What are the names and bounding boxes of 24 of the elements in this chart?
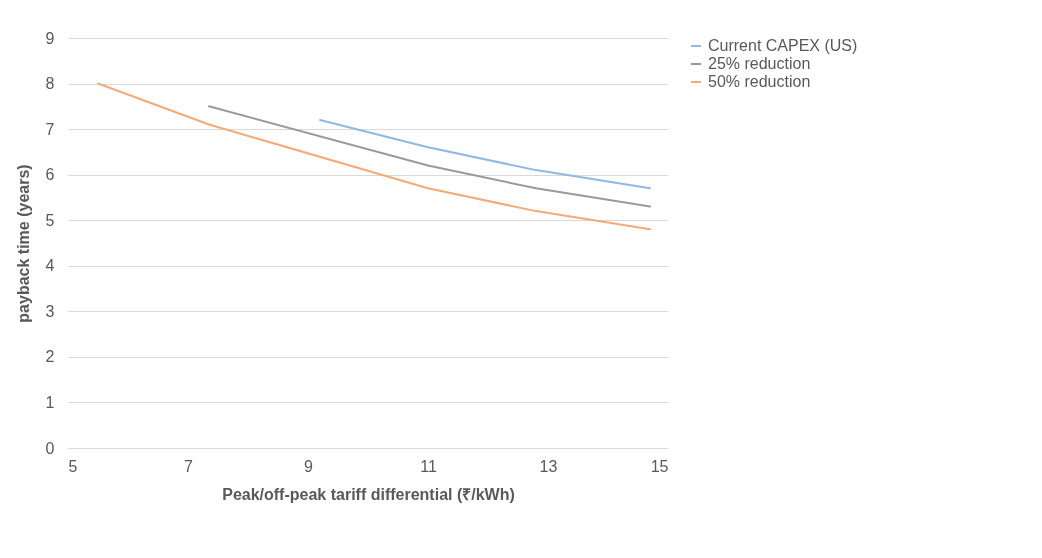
y-tick-label: 9: [45, 29, 55, 47]
legend-label: Current CAPEX (US): [708, 37, 858, 54]
x-tick-label: 13: [539, 457, 558, 475]
legend-label: 25% reduction: [708, 55, 811, 72]
y-tick-label: 2: [45, 348, 55, 366]
y-tick-label: 4: [45, 257, 55, 275]
y-tick-label: 6: [45, 166, 55, 184]
x-tick-label: 11: [420, 457, 437, 475]
y-tick-label: 0: [45, 439, 55, 457]
y-tick-label: 7: [45, 120, 55, 138]
legend-label: 50% reduction: [708, 73, 811, 90]
x-tick-label: 15: [650, 457, 669, 475]
line-series: [319, 119, 651, 190]
x-tick-label: 7: [184, 457, 194, 475]
x-tick-label: 9: [304, 457, 314, 475]
y-tick-label: 5: [45, 211, 55, 229]
y-tick-label: 3: [45, 302, 55, 320]
y-axis-title: payback time (years): [14, 164, 32, 323]
x-axis-title: Peak/off-peak tariff differential (₹/kWh): [222, 485, 515, 503]
x-tick-label: 5: [68, 457, 78, 475]
y-tick-label: 8: [45, 75, 55, 93]
y-tick-label: 1: [45, 393, 55, 411]
line-series: [208, 105, 651, 208]
line-series: [97, 82, 651, 231]
